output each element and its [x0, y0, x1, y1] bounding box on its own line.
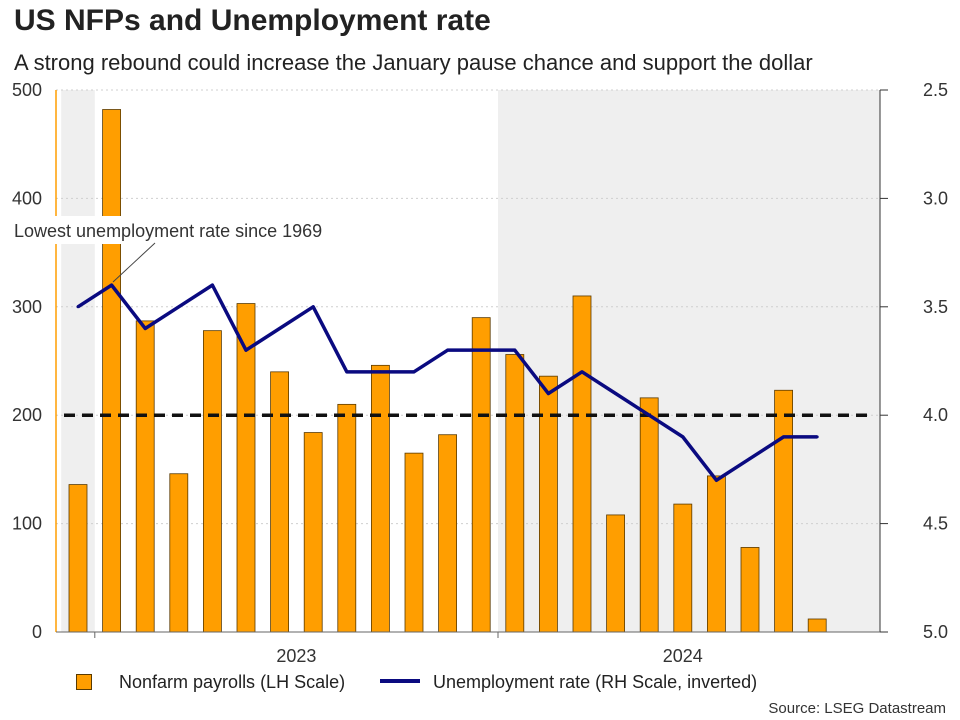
- legend-item-unemployment: Unemployment rate (RH Scale, inverted): [380, 672, 757, 693]
- y-left-tick-label: 100: [12, 514, 42, 534]
- unemployment-point: [311, 305, 315, 309]
- chart-title: US NFPs and Unemployment rate: [14, 4, 491, 37]
- bar: [202, 330, 222, 633]
- unemployment-point: [546, 392, 550, 396]
- bar: [236, 303, 256, 633]
- y-right-tick-label: 4.5: [923, 514, 948, 534]
- annotation-group: Lowest unemployment rate since 1969: [6, 216, 350, 283]
- bar: [740, 547, 760, 633]
- annotation-leader: [112, 242, 156, 283]
- unemployment-point: [446, 348, 450, 352]
- unemployment-point: [479, 348, 483, 352]
- unemployment-point: [647, 413, 651, 417]
- y-right-tick-label: 3.5: [923, 297, 948, 317]
- bar: [505, 354, 525, 633]
- legend-swatch-line: [380, 679, 420, 683]
- bar: [707, 475, 726, 633]
- y-left-tick-label: 400: [12, 188, 42, 208]
- unemployment-point: [110, 283, 114, 287]
- bar: [303, 432, 323, 633]
- chart-subtitle: A strong rebound could increase the Janu…: [14, 50, 813, 75]
- unemployment-point: [782, 435, 786, 439]
- y-left-tick-label: 300: [12, 297, 42, 317]
- unemployment-point: [748, 457, 752, 461]
- y-right-tick-label: 5.0: [923, 622, 948, 642]
- legend-label-unemployment: Unemployment rate (RH Scale, inverted): [433, 672, 758, 692]
- unemployment-point: [244, 348, 248, 352]
- unemployment-point: [815, 435, 819, 439]
- unemployment-point: [278, 326, 282, 330]
- bar: [673, 503, 693, 633]
- unemployment-point: [143, 326, 147, 330]
- legend-item-payrolls: Nonfarm payrolls (LH Scale): [76, 672, 345, 693]
- bar: [438, 434, 458, 633]
- y-left-tick-label: 200: [12, 405, 42, 425]
- unemployment-point: [412, 370, 416, 374]
- unemployment-point: [614, 392, 618, 396]
- y-right-tick-label: 3.0: [923, 188, 948, 208]
- bar: [169, 473, 189, 633]
- y-right-tick-label: 4.0: [923, 405, 948, 425]
- unemployment-point: [681, 435, 685, 439]
- bar: [572, 295, 592, 633]
- unemployment-point: [210, 283, 214, 287]
- bar: [68, 484, 88, 633]
- bar: [606, 514, 625, 633]
- unemployment-point: [580, 370, 584, 374]
- source-note: Source: LSEG Datastream: [768, 700, 946, 717]
- y-left-tick-label: 0: [32, 622, 42, 642]
- y-left-tick-label: 500: [12, 80, 42, 100]
- bar: [102, 109, 121, 633]
- bar: [404, 452, 424, 633]
- bar: [370, 364, 390, 633]
- unemployment-point: [378, 370, 382, 374]
- axes: 0 100 200 300 400 500 2.5 3.0 3.5 4.0 4.5 5.0 2023 20…: [12, 80, 948, 666]
- bar: [337, 403, 357, 633]
- bar: [774, 389, 793, 633]
- legend-swatch-bar: [76, 674, 92, 690]
- unemployment-point: [76, 305, 80, 309]
- unemployment-point: [714, 478, 718, 482]
- bar: [807, 618, 827, 633]
- bar: [639, 397, 659, 633]
- unemployment-point: [177, 305, 181, 309]
- y-right-tick-label: 2.5: [923, 80, 948, 100]
- annotation-box: [6, 216, 350, 244]
- bar: [135, 320, 155, 633]
- legend-label-payrolls: Nonfarm payrolls (LH Scale): [119, 672, 346, 692]
- line-series: [76, 283, 819, 482]
- annotation-text: Lowest unemployment rate since 1969: [14, 221, 322, 241]
- unemployment-point: [345, 370, 349, 374]
- x-tick-label: 2024: [663, 646, 703, 666]
- unemployment-point: [513, 348, 517, 352]
- bar: [270, 371, 290, 633]
- x-tick-label: 2023: [276, 646, 316, 666]
- bar: [471, 317, 491, 633]
- bar-series: [68, 109, 827, 633]
